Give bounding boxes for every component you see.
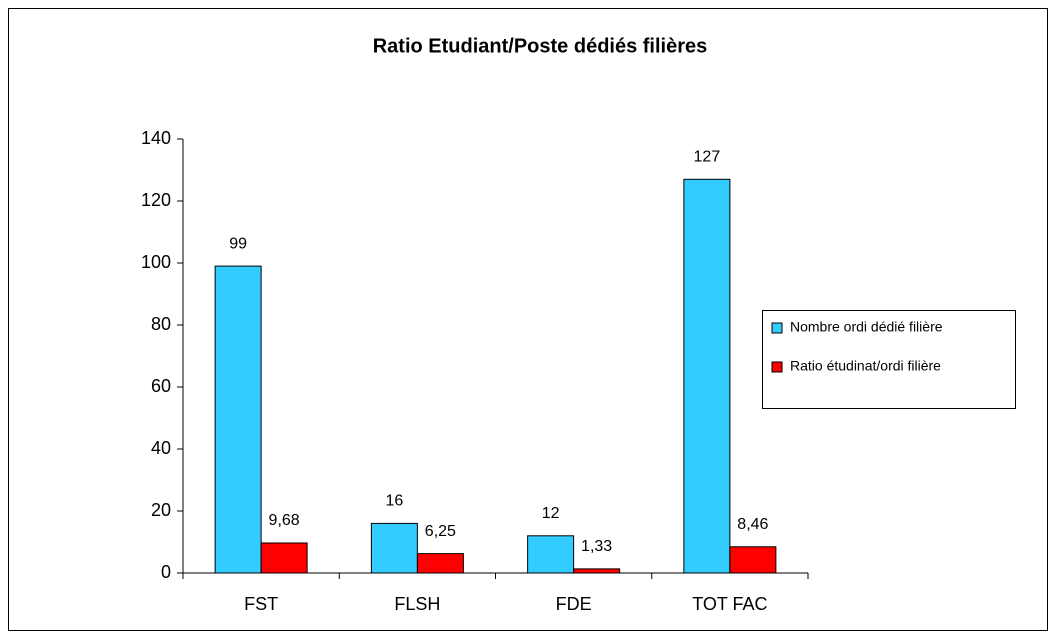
value-label: 1,33 [581,538,612,555]
value-label: 6,25 [425,523,456,540]
x-tick-label: FDE [556,594,592,614]
bar [573,568,621,574]
chart-title: Ratio Etudiant/Poste dédiés filières [373,35,708,57]
value-label: 127 [694,149,721,166]
legend-swatch [771,322,783,334]
value-label: 12 [542,505,560,522]
legend-label: Nombre ordi dédié filière [790,319,943,335]
y-tick-label: 20 [151,500,171,520]
bar [214,265,262,574]
bar [416,553,464,574]
y-tick-label: 100 [141,252,171,272]
value-label: 16 [385,493,403,510]
value-label: 9,68 [269,512,300,529]
y-tick-label: 80 [151,314,171,334]
x-tick-label: TOT FAC [692,594,767,614]
y-tick-label: 120 [141,190,171,210]
bar [370,522,418,574]
y-tick-label: 140 [141,128,171,148]
bar [527,535,575,574]
bar [260,542,308,574]
x-tick-label: FLSH [394,594,440,614]
bar [683,178,731,574]
legend-label: Ratio étudinat/ordi filière [790,358,941,374]
value-label: 99 [229,235,247,252]
y-tick-label: 60 [151,376,171,396]
y-tick-label: 40 [151,438,171,458]
bar [729,546,777,574]
legend-box [762,310,1016,409]
value-label: 8,46 [737,516,768,533]
legend-swatch [771,361,783,373]
y-tick-label: 0 [161,562,171,582]
x-tick-label: FST [244,594,278,614]
